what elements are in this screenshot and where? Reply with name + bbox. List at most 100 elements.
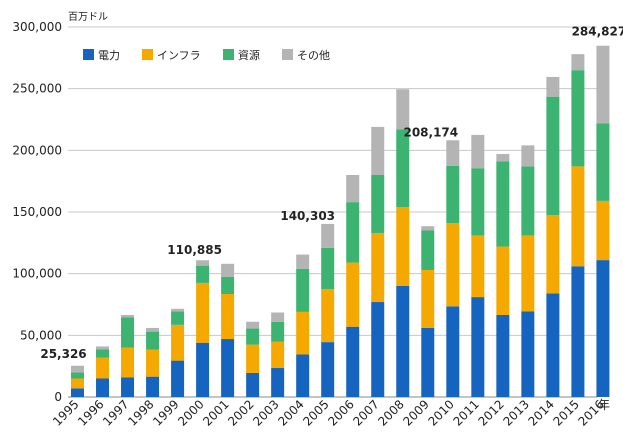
- bars: [71, 45, 610, 397]
- bar-segment: [396, 207, 410, 286]
- bar-segment: [271, 341, 285, 369]
- x-tick-label: 2001: [200, 397, 231, 428]
- bar-segment: [346, 262, 360, 327]
- bar-segment: [396, 286, 410, 397]
- y-tick-label: 250,000: [12, 82, 62, 96]
- bar-segment: [96, 349, 110, 358]
- bar-segment: [221, 276, 235, 295]
- legend-label: 資源: [238, 48, 260, 62]
- bar-segment: [446, 140, 460, 166]
- x-tick-label: 2013: [500, 397, 531, 428]
- bar-segment: [521, 235, 535, 312]
- legend-label: その他: [297, 49, 330, 62]
- x-tick-label: 1999: [150, 397, 181, 428]
- bar-segment: [71, 378, 84, 389]
- annotations: 25,326 110,885 140,303 208,174 284,827: [40, 25, 623, 361]
- bar-segment: [121, 317, 135, 348]
- y-axis: 0 50,000 100,000 150,000 200,000 250,000 300,0…: [12, 20, 62, 404]
- bar-segment: [571, 54, 585, 71]
- bar-segment: [571, 266, 585, 397]
- bar-segment: [171, 324, 185, 361]
- bar-segment: [271, 312, 285, 322]
- x-tick-label: 2008: [375, 397, 406, 428]
- bar-segment: [571, 166, 585, 267]
- bar-segment: [421, 230, 435, 270]
- bar-segment: [546, 215, 560, 294]
- bar-segment: [496, 161, 510, 247]
- bar-segment: [96, 357, 110, 379]
- y-tick-label: 150,000: [12, 205, 62, 219]
- legend-label: インフラ: [157, 49, 201, 62]
- bar-segment: [196, 282, 210, 343]
- bar-segment: [446, 223, 460, 307]
- x-tick-label: 2010: [425, 397, 456, 428]
- bar-segment: [596, 200, 610, 261]
- x-tick-label: 1997: [100, 397, 131, 428]
- x-tick-label: 2015: [551, 397, 582, 428]
- bar-segment: [496, 314, 510, 397]
- bar-segment: [146, 331, 160, 350]
- bar-segment: [396, 89, 410, 130]
- bar-segment: [321, 223, 335, 248]
- legend-label: 電力: [98, 49, 120, 62]
- y-tick-label: 100,000: [12, 267, 62, 281]
- bar-segment: [546, 96, 560, 216]
- bar-segment: [321, 342, 335, 397]
- legend-swatch: [223, 49, 234, 60]
- bar-segment: [371, 302, 385, 397]
- bar-segment: [196, 260, 210, 266]
- bar-segment: [521, 311, 535, 397]
- bar-segment: [271, 321, 285, 342]
- legend: 電力 インフラ 資源 その他: [83, 48, 330, 62]
- bar-segment: [496, 246, 510, 315]
- legend-swatch: [142, 49, 153, 60]
- x-tick-label: 2006: [325, 397, 356, 428]
- x-tick-label: 2000: [175, 397, 206, 428]
- bar-segment: [246, 321, 260, 329]
- x-tick-label: 2005: [300, 397, 331, 428]
- bar-segment: [96, 378, 110, 397]
- bar-segment: [246, 328, 260, 345]
- x-tick-label: 2014: [526, 397, 557, 428]
- x-tick-label: 2011: [450, 397, 481, 428]
- bar-segment: [146, 376, 160, 397]
- bar-segment: [371, 126, 385, 175]
- bar-segment: [271, 368, 285, 397]
- bar-segment: [296, 254, 310, 269]
- bar-segment: [346, 326, 360, 397]
- bar-segment: [421, 226, 435, 231]
- y-axis-unit: 百万ドル: [68, 11, 108, 23]
- bar-segment: [121, 347, 135, 378]
- total-annotation: 208,174: [403, 125, 458, 139]
- bar-segment: [496, 154, 510, 162]
- x-axis-unit: 年: [598, 398, 610, 412]
- bar-segment: [471, 297, 485, 397]
- x-tick-label: 1998: [125, 397, 156, 428]
- y-tick-label: 50,000: [20, 328, 62, 342]
- bar-segment: [596, 123, 610, 201]
- bar-segment: [471, 235, 485, 298]
- bar-segment: [546, 76, 560, 97]
- bar-segment: [71, 388, 84, 397]
- y-tick-label: 0: [54, 390, 62, 404]
- x-tick-label: 2012: [475, 397, 506, 428]
- bar-segment: [196, 265, 210, 283]
- bar-segment: [471, 134, 485, 169]
- legend-swatch: [83, 49, 94, 60]
- bar-segment: [171, 360, 185, 397]
- bar-segment: [346, 175, 360, 203]
- bar-segment: [196, 342, 210, 397]
- total-annotation: 110,885: [167, 243, 222, 257]
- bar-segment: [221, 294, 235, 340]
- x-tick-label: 2003: [250, 397, 281, 428]
- y-tick-label: 200,000: [12, 143, 62, 157]
- bar-segment: [246, 372, 260, 397]
- x-axis: 1995199619971998199920002001200220032004…: [50, 397, 607, 428]
- bar-segment: [296, 354, 310, 397]
- bar-segment: [171, 311, 185, 325]
- bar-segment: [121, 377, 135, 397]
- bar-segment: [296, 311, 310, 355]
- bar-segment: [521, 166, 535, 236]
- bar-segment: [521, 145, 535, 167]
- x-tick-label: 2007: [350, 397, 381, 428]
